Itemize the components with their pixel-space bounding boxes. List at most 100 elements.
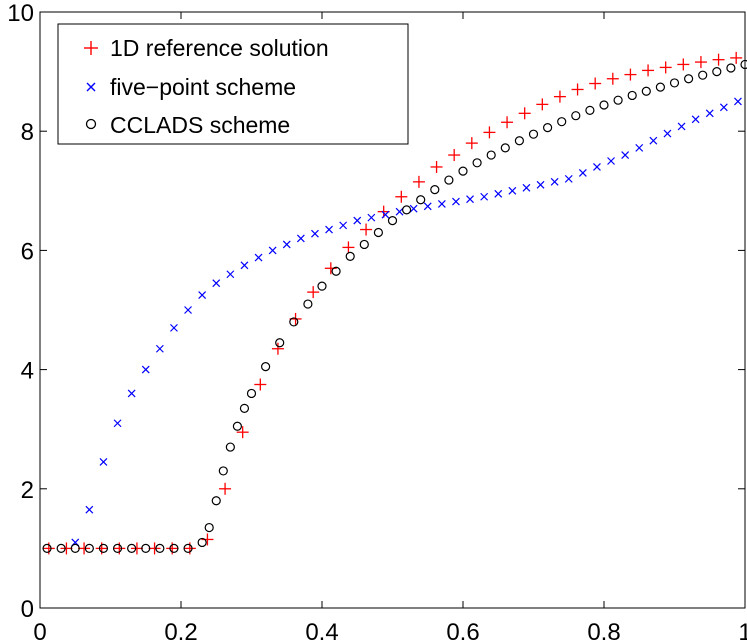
legend: 1D reference solution five−point scheme … <box>57 23 409 145</box>
point-five-point <box>141 365 150 374</box>
x-tick-label: 0.6 <box>446 619 479 644</box>
point-reference <box>324 262 337 275</box>
point-five-point <box>578 168 587 177</box>
series-2 <box>42 59 747 554</box>
point-reference <box>78 542 91 555</box>
point-cclads <box>416 195 426 205</box>
point-cclads <box>112 543 123 554</box>
point-cclads <box>698 70 708 80</box>
point-reference <box>677 58 690 71</box>
point-cclads <box>387 216 398 226</box>
legend-label-cclads: CCLADS scheme <box>110 112 290 138</box>
point-cclads <box>444 175 454 185</box>
point-reference <box>465 137 478 150</box>
point-cclads <box>641 86 651 96</box>
legend-marker-five-point <box>86 82 96 92</box>
point-five-point <box>170 323 178 332</box>
point-cclads <box>197 537 207 548</box>
legend-marker-cclads <box>85 118 97 130</box>
point-cclads <box>239 403 250 413</box>
point-reference <box>483 126 496 139</box>
point-five-point <box>621 151 630 159</box>
point-reference <box>430 160 443 173</box>
point-cclads <box>712 66 722 77</box>
point-cclads <box>155 543 165 554</box>
point-cclads <box>141 543 151 554</box>
point-cclads <box>613 95 623 105</box>
point-reference <box>395 190 408 203</box>
point-reference <box>342 241 355 254</box>
point-five-point <box>437 199 446 208</box>
point-cclads <box>627 90 637 101</box>
point-five-point <box>409 204 418 213</box>
point-cclads <box>218 466 228 476</box>
legend-box <box>57 23 409 145</box>
point-five-point <box>564 174 573 183</box>
point-reference <box>642 64 655 77</box>
point-cclads <box>528 129 539 139</box>
point-five-point <box>508 186 517 195</box>
point-five-point <box>663 129 672 138</box>
point-cclads <box>726 63 736 73</box>
x-tick-label: 0.8 <box>587 619 620 644</box>
point-cclads <box>317 281 327 291</box>
point-cclads <box>557 117 567 127</box>
point-five-point <box>296 234 305 243</box>
y-tick-label: 0 <box>21 596 34 623</box>
axis-ticks <box>39 11 746 609</box>
point-reference <box>254 378 267 391</box>
point-cclads <box>373 227 383 238</box>
point-cclads <box>232 421 242 431</box>
point-five-point <box>254 253 263 262</box>
point-reference <box>553 90 566 103</box>
point-five-point <box>494 189 503 198</box>
point-five-point <box>99 458 108 466</box>
point-reference <box>236 426 249 439</box>
legend-marker-reference <box>84 41 98 55</box>
point-cclads <box>303 299 313 309</box>
point-five-point <box>395 207 404 216</box>
point-reference <box>448 149 461 162</box>
point-five-point <box>635 143 644 152</box>
point-five-point <box>423 202 432 211</box>
series-1 <box>71 97 742 547</box>
point-reference <box>712 53 725 66</box>
point-cclads <box>655 82 666 92</box>
point-cclads <box>127 543 137 554</box>
point-five-point <box>649 136 658 145</box>
point-cclads <box>514 136 525 146</box>
point-cclads <box>585 105 595 115</box>
point-reference <box>271 342 284 355</box>
point-reference <box>730 51 743 64</box>
point-five-point <box>719 103 728 112</box>
point-five-point <box>127 389 136 398</box>
point-cclads <box>359 239 369 250</box>
point-cclads <box>430 185 440 195</box>
point-cclads <box>740 59 747 70</box>
point-cclads <box>98 543 109 554</box>
point-five-point <box>113 419 122 428</box>
point-cclads <box>402 205 412 215</box>
point-cclads <box>289 317 299 327</box>
point-cclads <box>204 522 214 533</box>
point-five-point <box>198 291 207 300</box>
point-five-point <box>522 183 531 192</box>
point-five-point <box>734 97 742 106</box>
point-cclads <box>225 442 235 452</box>
point-cclads <box>261 362 271 372</box>
point-reference <box>694 56 707 69</box>
point-reference <box>571 83 584 96</box>
point-five-point <box>155 344 164 353</box>
series-0 <box>42 51 743 555</box>
point-reference <box>501 116 514 129</box>
point-reference <box>589 77 602 90</box>
point-cclads <box>500 143 510 153</box>
point-five-point <box>381 210 390 219</box>
point-reference <box>606 72 619 85</box>
y-tick-label: 6 <box>21 238 34 265</box>
point-cclads <box>542 123 553 133</box>
point-reference <box>518 107 531 120</box>
point-five-point <box>452 197 460 206</box>
point-five-point <box>268 246 277 255</box>
